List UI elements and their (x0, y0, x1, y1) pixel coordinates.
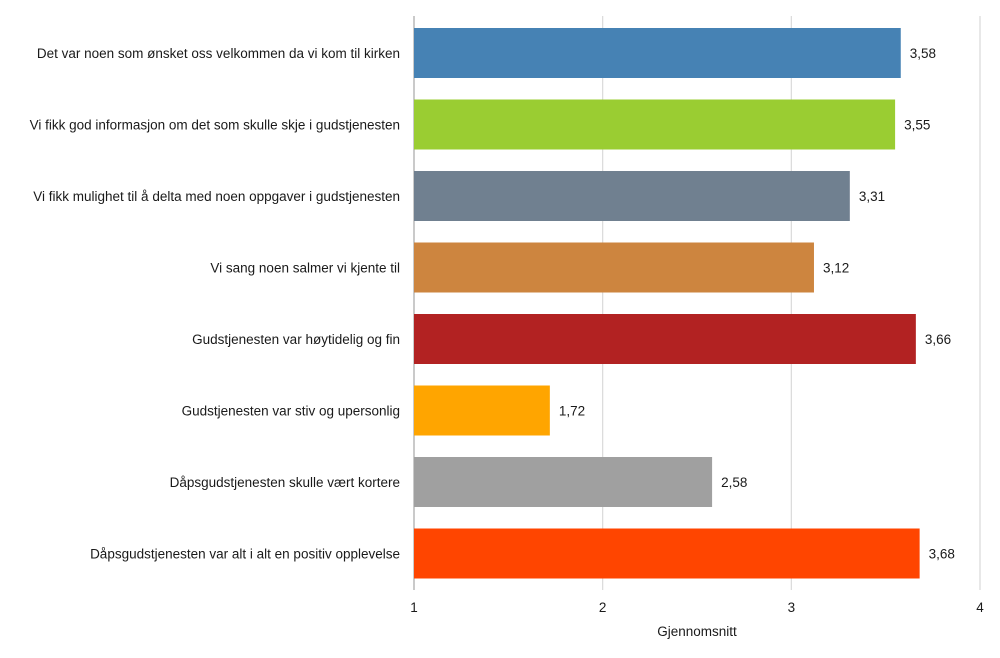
category-label-8: Dåpsgudstjenesten var alt i alt en posit… (90, 547, 400, 562)
category-labels: Det var noen som ønsket oss velkommen da… (30, 46, 400, 562)
x-tick-label-4: 4 (976, 600, 984, 615)
value-label-6: 1,72 (559, 404, 585, 419)
category-label-1: Det var noen som ønsket oss velkommen da… (37, 46, 400, 61)
bar-5 (414, 314, 916, 364)
x-axis-ticks: 1 2 3 4 (410, 600, 984, 615)
value-label-8: 3,68 (929, 547, 955, 562)
bar-6 (414, 385, 550, 436)
x-tick-label-3: 3 (788, 600, 796, 615)
category-label-3: Vi fikk mulighet til å delta med noen op… (33, 189, 400, 204)
x-axis-title: Gjennomsnitt (657, 624, 737, 639)
value-label-4: 3,12 (823, 261, 849, 276)
x-tick-label-2: 2 (599, 600, 607, 615)
bar-8 (414, 528, 920, 579)
value-label-2: 3,55 (904, 118, 930, 133)
bar-2 (414, 99, 896, 150)
category-label-5: Gudstjenesten var høytidelig og fin (192, 332, 400, 347)
bar-3 (414, 171, 850, 221)
category-label-7: Dåpsgudstjenesten skulle vært kortere (170, 475, 400, 490)
x-tick-label-1: 1 (410, 600, 418, 615)
category-label-2: Vi fikk god informasjon om det som skull… (30, 118, 400, 133)
value-label-5: 3,66 (925, 332, 951, 347)
bar-1 (414, 28, 901, 78)
value-label-1: 3,58 (910, 46, 936, 61)
category-label-4: Vi sang noen salmer vi kjente til (210, 261, 400, 276)
bar-7 (414, 457, 713, 507)
value-labels: 3,58 3,55 3,31 3,12 3,66 1,72 2,58 3,68 (559, 46, 955, 562)
value-label-7: 2,58 (721, 475, 747, 490)
category-label-6: Gudstjenesten var stiv og upersonlig (182, 404, 400, 419)
bars (414, 28, 920, 579)
bar-4 (414, 242, 814, 293)
value-label-3: 3,31 (859, 189, 885, 204)
